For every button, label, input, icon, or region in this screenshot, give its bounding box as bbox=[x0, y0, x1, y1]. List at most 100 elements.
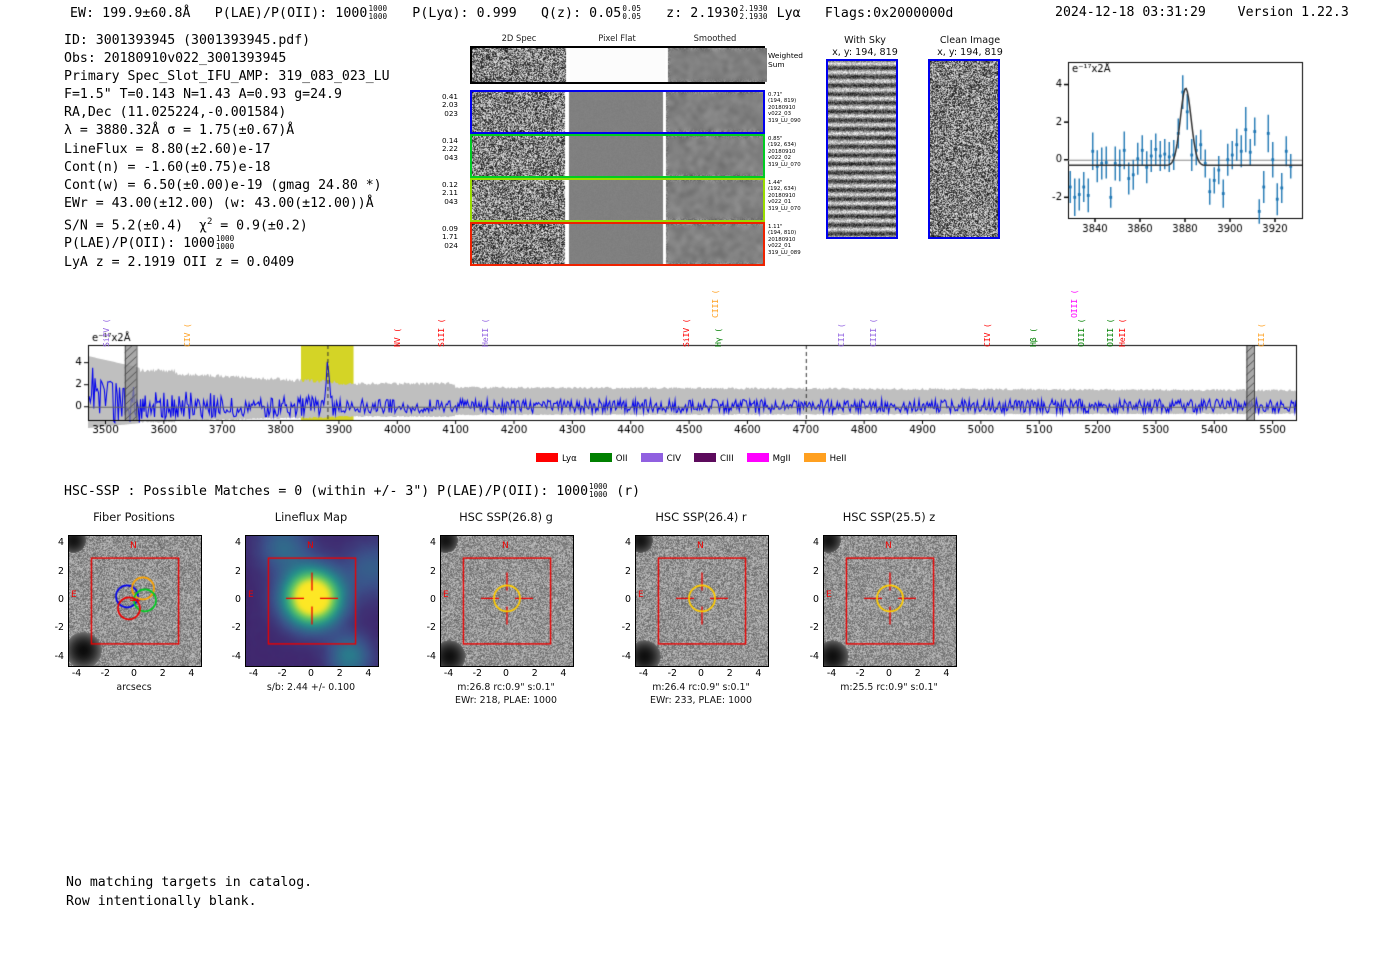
header-summary-line: EW: 199.9±60.8Å P(LAE)/P(OII): 1000 1000 1… bbox=[70, 4, 953, 22]
twod-row-left-label: 024 bbox=[444, 240, 458, 250]
legend-item[interactable]: HeII bbox=[803, 453, 846, 464]
twod-col-title-2dspec: 2D Spec bbox=[501, 33, 537, 43]
full-spectrum-plot[interactable]: SiIV (CIV (NV (SiII (HeII (SiIV (CIII (H… bbox=[0, 280, 1400, 465]
twod-row-right-label: (194, 819) bbox=[768, 98, 797, 105]
panel-ytick: -2 bbox=[54, 622, 64, 634]
info-sn-chi2: S/N = 5.2(±0.4) χ2 = 0.9(±0.2) bbox=[64, 213, 390, 235]
panel-xtick: -2 bbox=[472, 668, 482, 679]
panel-xtick: 0 bbox=[308, 668, 314, 679]
panel-image[interactable] bbox=[440, 535, 574, 667]
panel-ytick: 2 bbox=[58, 565, 64, 577]
twod-row-left-label: 023 bbox=[444, 108, 458, 118]
footer-line-1: No matching targets in catalog. bbox=[66, 875, 313, 890]
info-id: ID: 3001393945 (3001393945.pdf) bbox=[64, 33, 311, 48]
panel-xtick: 2 bbox=[531, 668, 538, 679]
panel-ytick: 0 bbox=[430, 594, 436, 605]
twod-row-right-label: (192, 634) bbox=[768, 186, 797, 193]
twod-row-right-label: v022_02 bbox=[768, 155, 792, 162]
hsc-plae-fraction: 1000 1000 bbox=[589, 482, 608, 499]
twod-row-right-label: v022_01 bbox=[768, 199, 792, 206]
twod-row-left-label: 1.71 bbox=[441, 232, 458, 242]
panel-ytick: -2 bbox=[231, 622, 241, 634]
legend-item[interactable]: MgII bbox=[746, 453, 791, 464]
twod-row-right-label: 20180910 bbox=[768, 148, 796, 155]
panel-caption: s/b: 2.44 +/- 0.100 bbox=[266, 682, 356, 693]
legend-item[interactable]: Lyα bbox=[536, 453, 577, 464]
info-chi2-value: = 0.9(±0.2) bbox=[212, 218, 308, 234]
info-cont-n: Cont(n) = -1.60(±0.75)e-18 bbox=[64, 159, 271, 175]
panel-image[interactable] bbox=[635, 535, 769, 667]
panel-ytick: -4 bbox=[231, 650, 241, 662]
compass-north: N bbox=[885, 541, 892, 551]
legend-swatch bbox=[640, 453, 663, 462]
panel-image[interactable] bbox=[823, 535, 957, 667]
legend-swatch bbox=[589, 453, 612, 462]
twod-exposure-row[interactable] bbox=[470, 178, 765, 222]
cutout-image-clean[interactable] bbox=[928, 59, 1000, 239]
panel-xtick: -2 bbox=[667, 668, 677, 679]
twod-row-left-label: 0.41 bbox=[441, 92, 458, 101]
twod-exposure-row[interactable] bbox=[470, 222, 765, 266]
cutout-image-with-sky[interactable] bbox=[826, 59, 898, 239]
panel-ytick: -4 bbox=[54, 650, 64, 662]
panel-image[interactable] bbox=[245, 535, 379, 667]
panel-title: Lineflux Map bbox=[274, 510, 348, 524]
legend-item[interactable]: OII bbox=[589, 453, 628, 464]
panel-ytick: 4 bbox=[58, 537, 64, 549]
emission-line-label: CIII ( bbox=[710, 289, 721, 318]
emission-line-label: SiII ( bbox=[436, 318, 447, 347]
panel-ytick: -2 bbox=[809, 622, 819, 634]
twod-exposure-row[interactable] bbox=[470, 90, 765, 134]
panel-caption: EWr: 218, PLAE: 1000 bbox=[455, 695, 557, 706]
panel-caption: m:26.8 rc:0.9" s:0.1" bbox=[457, 682, 555, 693]
info-plae-line: P(LAE)/P(OII): 1000 1000 1000 bbox=[64, 235, 390, 253]
legend-label: CIV bbox=[666, 454, 682, 464]
legend-swatch bbox=[803, 453, 826, 462]
info-primary-spec: Primary Spec_Slot_IFU_AMP: 319_083_023_L… bbox=[64, 69, 390, 85]
compass-east: E bbox=[71, 589, 77, 600]
hsc-summary-text: HSC-SSP : Possible Matches = 0 (within +… bbox=[64, 484, 589, 499]
header-timestamp-version: 2024-12-18 03:31:29 Version 1.22.3 bbox=[1055, 5, 1349, 20]
info-plae-label: P(LAE)/P(OII): 1000 bbox=[64, 236, 215, 252]
panel-xtick: 4 bbox=[365, 668, 372, 679]
emission-line-label: OIII ( bbox=[1105, 318, 1116, 347]
panel-xtick: -4 bbox=[826, 668, 837, 679]
panel-xtick: 0 bbox=[131, 668, 137, 679]
panel-ytick: 0 bbox=[58, 594, 64, 605]
panel-xtick: -2 bbox=[855, 668, 865, 679]
panel-xtick: 0 bbox=[886, 668, 892, 679]
panel-ytick: 0 bbox=[235, 594, 241, 605]
compass-east: E bbox=[826, 589, 832, 600]
emission-line-zoom-canvas bbox=[1040, 50, 1310, 255]
twod-exposure-row[interactable] bbox=[470, 134, 765, 178]
panel-ytick: 4 bbox=[430, 537, 436, 549]
panel-xtick: -4 bbox=[248, 668, 259, 679]
panel-image[interactable] bbox=[68, 535, 202, 667]
twod-row-right-label: v022_01 bbox=[768, 243, 792, 250]
legend-label: MgII bbox=[772, 454, 791, 464]
panel-xtick: 0 bbox=[698, 668, 704, 679]
legend-item[interactable]: CIV bbox=[640, 453, 682, 464]
cutout-title-with-sky: With Sky x, y: 194, 819 bbox=[832, 35, 898, 58]
twod-row-right-labels: 1.11" (194, 810) 20180910 v022_01 319_LU_089 bbox=[768, 224, 830, 256]
header-plae-label: P(LAE)/P(OII): 1000 bbox=[214, 6, 368, 21]
panel-xtick: 4 bbox=[943, 668, 950, 679]
legend-item[interactable]: CIII bbox=[694, 453, 734, 464]
header-datetime: 2024-12-18 03:31:29 bbox=[1055, 5, 1206, 20]
header-z-fraction: 2.1930 2.1930 bbox=[739, 4, 768, 21]
twod-row-right-label: (192, 634) bbox=[768, 142, 797, 149]
twod-row-right-label: 20180910 bbox=[768, 104, 796, 111]
twod-row-right-label: 1.44" bbox=[768, 180, 783, 186]
panel-title: HSC SSP(26.4) r bbox=[655, 510, 747, 524]
panel-ytick: 0 bbox=[625, 594, 631, 605]
header-qz-fraction: 0.05 0.05 bbox=[622, 4, 642, 21]
twod-row-right-label: 319_LU_070 bbox=[768, 161, 801, 168]
panel-xtick: -4 bbox=[71, 668, 82, 679]
twod-weighted-sum-label: Weighted Sum bbox=[768, 51, 803, 69]
panel-xtick: 4 bbox=[188, 668, 195, 679]
panel-ytick: 0 bbox=[813, 594, 819, 605]
legend-label: Lyα bbox=[562, 454, 577, 464]
emission-line-zoom-plot[interactable] bbox=[1040, 50, 1310, 255]
twod-col-title-smoothed: Smoothed bbox=[693, 33, 737, 43]
emission-line-label: CIII ( bbox=[867, 318, 878, 347]
